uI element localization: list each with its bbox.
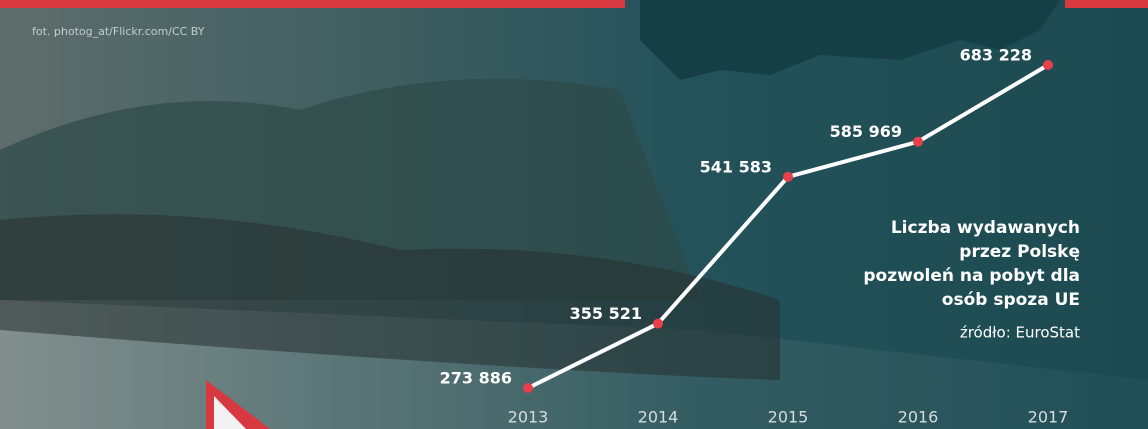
title-line: pozwoleń na pobyt dla bbox=[863, 266, 1080, 286]
top-bar-right bbox=[1065, 0, 1148, 8]
value-label: 541 583 bbox=[700, 157, 772, 176]
point bbox=[1043, 60, 1053, 70]
map-shape bbox=[640, 0, 1060, 80]
crowd bbox=[0, 214, 780, 380]
photo-credit: fot. photog_at/Flickr.com/CC BY bbox=[32, 25, 205, 38]
value-label: 355 521 bbox=[570, 304, 642, 323]
point bbox=[523, 383, 533, 393]
x-tick-label: 2017 bbox=[1028, 408, 1069, 427]
title-line: Liczba wydawanych bbox=[891, 218, 1080, 238]
source: źródło: EuroStat bbox=[960, 324, 1080, 342]
point bbox=[913, 136, 923, 147]
x-tick-label: 2014 bbox=[638, 408, 679, 427]
top-bar bbox=[0, 0, 625, 8]
value-label: 683 228 bbox=[960, 46, 1032, 65]
x-tick-label: 2016 bbox=[898, 408, 939, 427]
arrow-inner bbox=[214, 396, 246, 429]
point bbox=[653, 318, 663, 329]
title-line: osób spoza UE bbox=[942, 290, 1080, 310]
x-tick-label: 2013 bbox=[508, 408, 549, 427]
value-label: 273 886 bbox=[440, 369, 512, 388]
title-line: przez Polskę bbox=[959, 242, 1080, 262]
x-tick-label: 2015 bbox=[768, 408, 809, 427]
value-label: 585 969 bbox=[830, 122, 902, 141]
point bbox=[783, 171, 793, 182]
